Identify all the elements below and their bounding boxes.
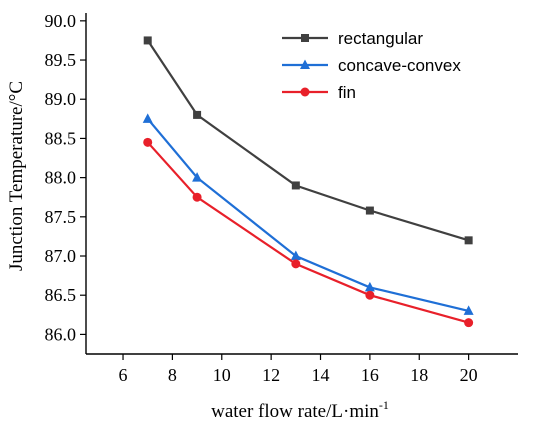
data-point	[365, 290, 375, 300]
y-tick-label: 87.0	[45, 246, 77, 266]
series-rectangular	[143, 36, 473, 245]
data-point	[464, 236, 473, 245]
data-point	[464, 318, 474, 328]
x-tick-label: 16	[361, 365, 379, 385]
y-tick-label: 89.5	[45, 50, 77, 70]
y-tick-label: 88.0	[45, 168, 77, 188]
data-point	[192, 172, 203, 182]
legend-label: rectangular	[338, 29, 423, 48]
x-axis-title-superscript: -1	[379, 398, 389, 412]
legend: rectangular concave-convex fin	[282, 29, 461, 102]
data-point	[365, 206, 374, 215]
series-line	[146, 118, 469, 312]
y-tick-label: 86.0	[45, 324, 77, 344]
x-axis-title-main: water flow rate/L·min	[211, 401, 379, 422]
series-line	[146, 141, 469, 324]
x-tick-label: 14	[312, 365, 330, 385]
x-tick-label: 18	[410, 365, 428, 385]
legend-item: rectangular	[282, 29, 423, 48]
data-point	[291, 181, 300, 190]
legend-label: fin	[338, 83, 356, 102]
legend-marker	[301, 34, 309, 42]
y-tick-label: 90.0	[45, 11, 77, 31]
series-layer	[142, 36, 474, 328]
data-point	[192, 192, 202, 202]
legend-item: fin	[282, 83, 356, 102]
data-point	[291, 259, 301, 269]
x-tick-label: 12	[262, 365, 280, 385]
data-point	[143, 36, 152, 45]
y-axis-title: Junction Temperature/°C	[6, 81, 27, 271]
x-tick-label: 20	[460, 365, 478, 385]
legend-marker	[300, 59, 310, 69]
data-point	[193, 110, 202, 119]
axes: 6 8 10 12 14 16 18 20 86.0 86.5 87.0 87.5 88.0 88.5 89…	[45, 11, 518, 385]
data-point	[364, 281, 375, 292]
x-tick-label: 6	[119, 365, 128, 385]
series-concave-convex	[142, 113, 474, 315]
y-tick-label: 87.5	[45, 207, 77, 227]
legend-label: concave-convex	[338, 56, 461, 75]
data-point	[290, 250, 301, 261]
data-point	[463, 305, 474, 315]
series-fin	[143, 137, 474, 328]
x-tick-label: 10	[213, 365, 231, 385]
y-tick-label: 86.5	[45, 285, 77, 305]
legend-item: concave-convex	[282, 56, 461, 75]
data-point	[142, 113, 153, 123]
x-axis-title: water flow rate/L·min-1	[211, 398, 389, 422]
y-tick-label: 89.0	[45, 89, 77, 109]
data-point	[143, 137, 153, 147]
y-tick-label: 88.5	[45, 128, 77, 148]
legend-marker	[300, 87, 310, 97]
x-tick-label: 8	[168, 365, 177, 385]
